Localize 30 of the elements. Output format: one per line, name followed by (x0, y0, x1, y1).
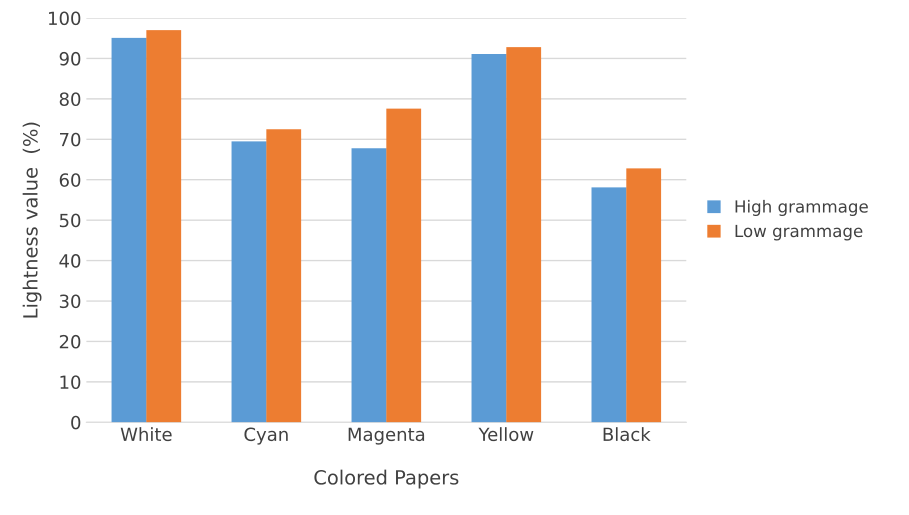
bar (146, 30, 182, 422)
bar (626, 168, 662, 422)
x-tick-label: Yellow (478, 427, 534, 442)
y-tick-label: 30 (60, 294, 80, 308)
y-tick-label: 40 (59, 254, 80, 268)
y-tick-label: 60 (60, 173, 80, 187)
bar (112, 38, 146, 422)
bar (386, 108, 422, 422)
bar (266, 129, 302, 422)
legend-label: Low grammage (736, 224, 862, 240)
bar (232, 141, 266, 422)
bar (592, 187, 626, 422)
bar (506, 47, 542, 422)
x-tick-label: Magenta (348, 428, 424, 445)
x-tick-label: White (120, 427, 172, 442)
y-tick-label: 50 (60, 214, 80, 228)
x-tick-label: Black (604, 427, 651, 442)
y-tick-label: 10 (60, 375, 80, 389)
x-axis-title: Colored Papers (314, 470, 458, 488)
legend-label: High grammage (736, 200, 868, 216)
bar (352, 148, 386, 422)
y-tick-label: 70 (60, 132, 80, 146)
y-tick-label: 90 (60, 52, 80, 66)
x-tick-label: Cyan (244, 427, 288, 445)
y-tick-label: 0 (71, 416, 80, 430)
bar (472, 54, 506, 422)
y-tick-label: 20 (60, 334, 80, 349)
y-axis-title: Lightness value (%) (22, 122, 42, 318)
y-tick-label: 80 (60, 92, 80, 106)
y-tick-label: 100 (49, 11, 80, 26)
